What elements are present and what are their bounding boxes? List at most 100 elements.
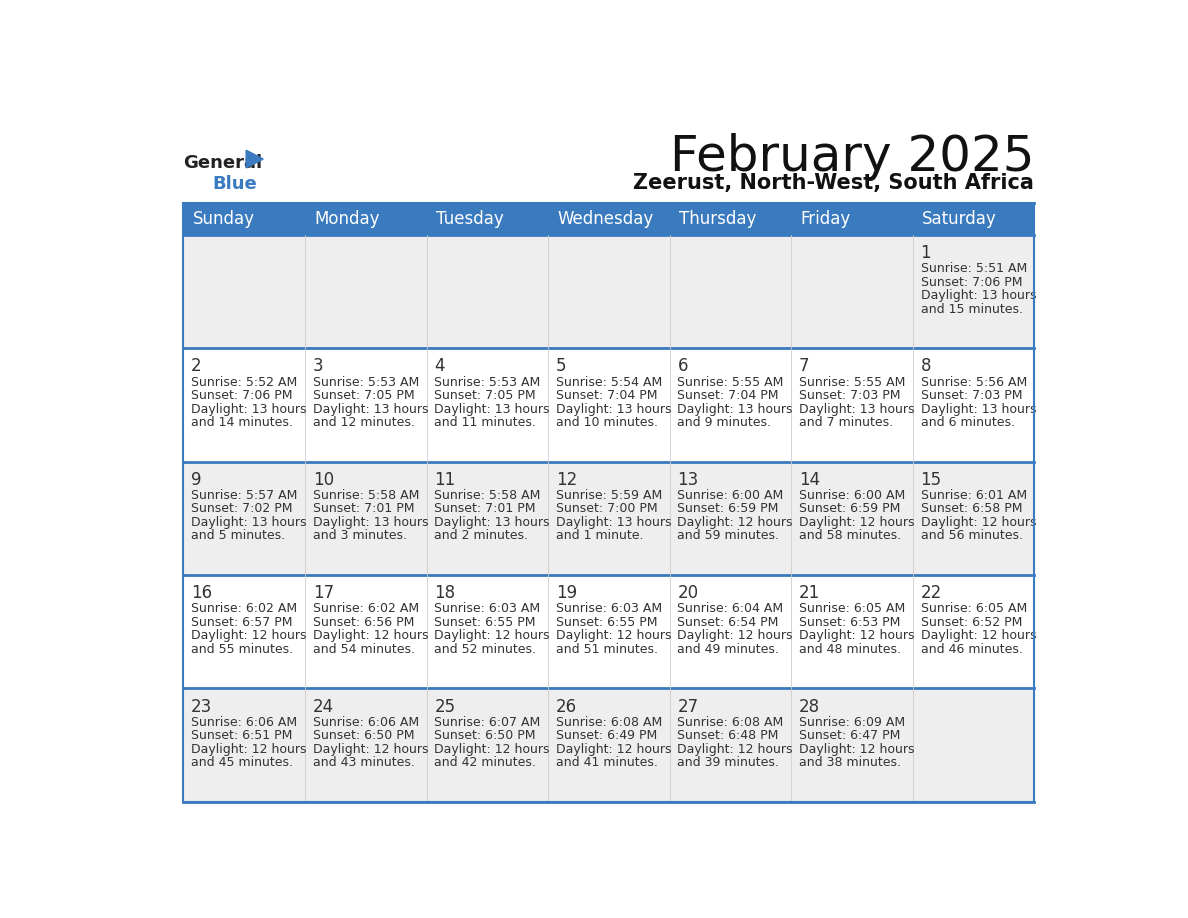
Text: and 38 minutes.: and 38 minutes. <box>800 756 901 769</box>
Text: Sunrise: 5:58 AM: Sunrise: 5:58 AM <box>312 489 419 502</box>
Text: Sunset: 7:06 PM: Sunset: 7:06 PM <box>191 389 292 402</box>
Polygon shape <box>246 151 264 168</box>
Text: Sunrise: 6:03 AM: Sunrise: 6:03 AM <box>435 602 541 615</box>
Bar <box>183 348 1035 462</box>
Text: 10: 10 <box>312 471 334 488</box>
Text: 17: 17 <box>312 584 334 602</box>
Text: Sunset: 6:59 PM: Sunset: 6:59 PM <box>800 502 901 516</box>
Text: 13: 13 <box>677 471 699 488</box>
Text: Sunset: 6:54 PM: Sunset: 6:54 PM <box>677 616 779 629</box>
Text: and 56 minutes.: and 56 minutes. <box>921 530 1023 543</box>
Text: Sunrise: 6:05 AM: Sunrise: 6:05 AM <box>921 602 1026 615</box>
Text: 5: 5 <box>556 357 567 375</box>
Text: Daylight: 13 hours: Daylight: 13 hours <box>312 403 428 416</box>
Text: 25: 25 <box>435 698 455 715</box>
Text: and 1 minute.: and 1 minute. <box>556 530 644 543</box>
Text: and 6 minutes.: and 6 minutes. <box>921 416 1015 429</box>
Text: Daylight: 12 hours: Daylight: 12 hours <box>435 630 550 643</box>
Text: Zeerust, North-West, South Africa: Zeerust, North-West, South Africa <box>633 174 1035 194</box>
Text: Sunset: 6:48 PM: Sunset: 6:48 PM <box>677 729 779 742</box>
Text: Sunset: 6:49 PM: Sunset: 6:49 PM <box>556 729 657 742</box>
Text: 3: 3 <box>312 357 323 375</box>
Text: Daylight: 13 hours: Daylight: 13 hours <box>800 403 915 416</box>
Text: 20: 20 <box>677 584 699 602</box>
Text: Sunrise: 5:59 AM: Sunrise: 5:59 AM <box>556 489 662 502</box>
Text: Sunset: 6:55 PM: Sunset: 6:55 PM <box>556 616 657 629</box>
Text: Sunrise: 6:08 AM: Sunrise: 6:08 AM <box>677 716 784 729</box>
Text: Daylight: 12 hours: Daylight: 12 hours <box>312 743 428 756</box>
Text: Sunrise: 5:58 AM: Sunrise: 5:58 AM <box>435 489 541 502</box>
Text: 9: 9 <box>191 471 202 488</box>
Text: and 12 minutes.: and 12 minutes. <box>312 416 415 429</box>
Text: Daylight: 12 hours: Daylight: 12 hours <box>556 630 671 643</box>
Text: and 2 minutes.: and 2 minutes. <box>435 530 529 543</box>
Text: General: General <box>183 154 263 172</box>
Text: Sunset: 6:59 PM: Sunset: 6:59 PM <box>677 502 779 516</box>
Text: Sunset: 7:01 PM: Sunset: 7:01 PM <box>312 502 415 516</box>
Text: and 14 minutes.: and 14 minutes. <box>191 416 293 429</box>
Text: and 54 minutes.: and 54 minutes. <box>312 643 415 655</box>
Text: and 59 minutes.: and 59 minutes. <box>677 530 779 543</box>
Text: Sunset: 6:56 PM: Sunset: 6:56 PM <box>312 616 415 629</box>
Text: Daylight: 13 hours: Daylight: 13 hours <box>677 403 792 416</box>
Text: 28: 28 <box>800 698 820 715</box>
Text: Sunset: 6:55 PM: Sunset: 6:55 PM <box>435 616 536 629</box>
Text: Sunset: 7:06 PM: Sunset: 7:06 PM <box>921 275 1022 289</box>
Text: 11: 11 <box>435 471 455 488</box>
Text: Sunset: 7:03 PM: Sunset: 7:03 PM <box>800 389 901 402</box>
Text: Sunset: 7:03 PM: Sunset: 7:03 PM <box>921 389 1022 402</box>
Text: and 11 minutes.: and 11 minutes. <box>435 416 536 429</box>
Text: Daylight: 12 hours: Daylight: 12 hours <box>677 516 792 529</box>
Bar <box>183 688 1035 801</box>
Text: Daylight: 13 hours: Daylight: 13 hours <box>556 403 671 416</box>
Text: Sunset: 7:04 PM: Sunset: 7:04 PM <box>556 389 657 402</box>
Text: Sunset: 6:51 PM: Sunset: 6:51 PM <box>191 729 292 742</box>
Text: Sunset: 7:00 PM: Sunset: 7:00 PM <box>556 502 657 516</box>
Text: Sunrise: 6:06 AM: Sunrise: 6:06 AM <box>191 716 297 729</box>
Text: and 45 minutes.: and 45 minutes. <box>191 756 293 769</box>
Text: Sunset: 6:58 PM: Sunset: 6:58 PM <box>921 502 1022 516</box>
Text: Sunrise: 6:03 AM: Sunrise: 6:03 AM <box>556 602 662 615</box>
Text: and 48 minutes.: and 48 minutes. <box>800 643 901 655</box>
Text: Daylight: 12 hours: Daylight: 12 hours <box>677 743 792 756</box>
Text: Daylight: 12 hours: Daylight: 12 hours <box>800 630 915 643</box>
Text: and 7 minutes.: and 7 minutes. <box>800 416 893 429</box>
Text: Sunset: 6:50 PM: Sunset: 6:50 PM <box>312 729 415 742</box>
Text: and 42 minutes.: and 42 minutes. <box>435 756 536 769</box>
Text: Sunrise: 6:05 AM: Sunrise: 6:05 AM <box>800 602 905 615</box>
Text: and 39 minutes.: and 39 minutes. <box>677 756 779 769</box>
Text: Sunrise: 5:53 AM: Sunrise: 5:53 AM <box>312 375 419 388</box>
Text: Sunrise: 6:00 AM: Sunrise: 6:00 AM <box>677 489 784 502</box>
Text: and 55 minutes.: and 55 minutes. <box>191 643 293 655</box>
Text: Sunrise: 5:52 AM: Sunrise: 5:52 AM <box>191 375 297 388</box>
Text: Sunrise: 6:06 AM: Sunrise: 6:06 AM <box>312 716 419 729</box>
Text: Sunset: 6:53 PM: Sunset: 6:53 PM <box>800 616 901 629</box>
Text: 12: 12 <box>556 471 577 488</box>
Text: Sunrise: 6:02 AM: Sunrise: 6:02 AM <box>312 602 419 615</box>
Text: Daylight: 12 hours: Daylight: 12 hours <box>800 743 915 756</box>
Text: Sunrise: 5:54 AM: Sunrise: 5:54 AM <box>556 375 662 388</box>
Text: 24: 24 <box>312 698 334 715</box>
Text: Daylight: 13 hours: Daylight: 13 hours <box>435 516 550 529</box>
Text: and 5 minutes.: and 5 minutes. <box>191 530 285 543</box>
Text: Sunrise: 5:51 AM: Sunrise: 5:51 AM <box>921 263 1026 275</box>
Text: Sunrise: 6:02 AM: Sunrise: 6:02 AM <box>191 602 297 615</box>
Text: Daylight: 12 hours: Daylight: 12 hours <box>312 630 428 643</box>
Text: Daylight: 13 hours: Daylight: 13 hours <box>556 516 671 529</box>
Text: Sunset: 6:50 PM: Sunset: 6:50 PM <box>435 729 536 742</box>
Text: and 41 minutes.: and 41 minutes. <box>556 756 658 769</box>
Text: Sunrise: 5:53 AM: Sunrise: 5:53 AM <box>435 375 541 388</box>
Text: Sunset: 6:57 PM: Sunset: 6:57 PM <box>191 616 292 629</box>
Text: and 43 minutes.: and 43 minutes. <box>312 756 415 769</box>
Text: 4: 4 <box>435 357 444 375</box>
Text: and 9 minutes.: and 9 minutes. <box>677 416 771 429</box>
Text: Sunrise: 6:07 AM: Sunrise: 6:07 AM <box>435 716 541 729</box>
Text: Daylight: 13 hours: Daylight: 13 hours <box>191 403 307 416</box>
Text: Daylight: 12 hours: Daylight: 12 hours <box>556 743 671 756</box>
Text: 14: 14 <box>800 471 820 488</box>
Text: Sunset: 6:47 PM: Sunset: 6:47 PM <box>800 729 901 742</box>
Text: Sunrise: 6:08 AM: Sunrise: 6:08 AM <box>556 716 662 729</box>
Text: Sunset: 7:02 PM: Sunset: 7:02 PM <box>191 502 292 516</box>
Bar <box>183 203 1035 801</box>
Text: Wednesday: Wednesday <box>557 209 653 228</box>
